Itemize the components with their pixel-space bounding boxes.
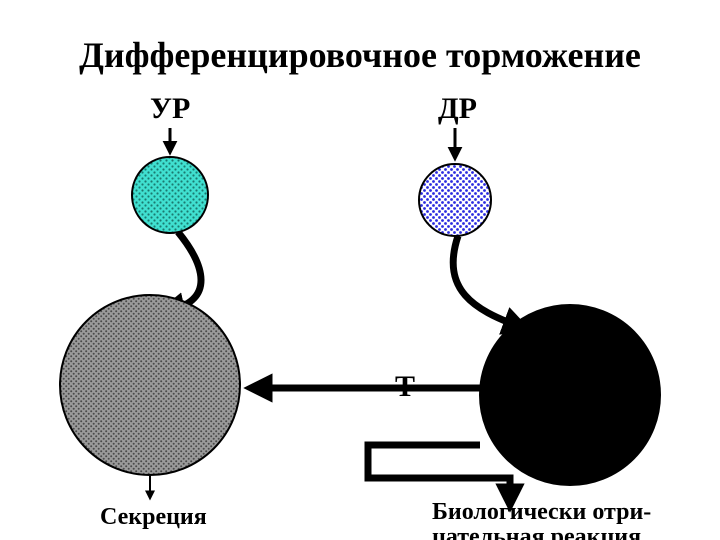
diagram-stage: Дифференцировочное торможение УР ДР Т Се…: [0, 0, 720, 540]
diagram-canvas: [0, 0, 720, 540]
label-ur: УР: [150, 92, 190, 126]
label-bio-neg-line1: Биологически отри-: [432, 499, 651, 525]
label-t: Т: [395, 370, 415, 404]
node-dr-small: [419, 164, 491, 236]
node-ur-small: [132, 157, 208, 233]
label-secretion: Секреция: [100, 504, 207, 531]
node-black-big: [480, 305, 660, 485]
label-bio-neg: Биологически отри- цательная реакция: [432, 500, 651, 540]
label-bio-neg-line2: цательная реакция: [432, 524, 641, 540]
diagram-title: Дифференцировочное торможение: [0, 34, 720, 76]
node-gray-big: [60, 295, 240, 475]
arrow-dr-to-black: [453, 236, 518, 326]
label-dr: ДР: [438, 92, 477, 126]
arrow-black-to-bio: [368, 445, 510, 498]
